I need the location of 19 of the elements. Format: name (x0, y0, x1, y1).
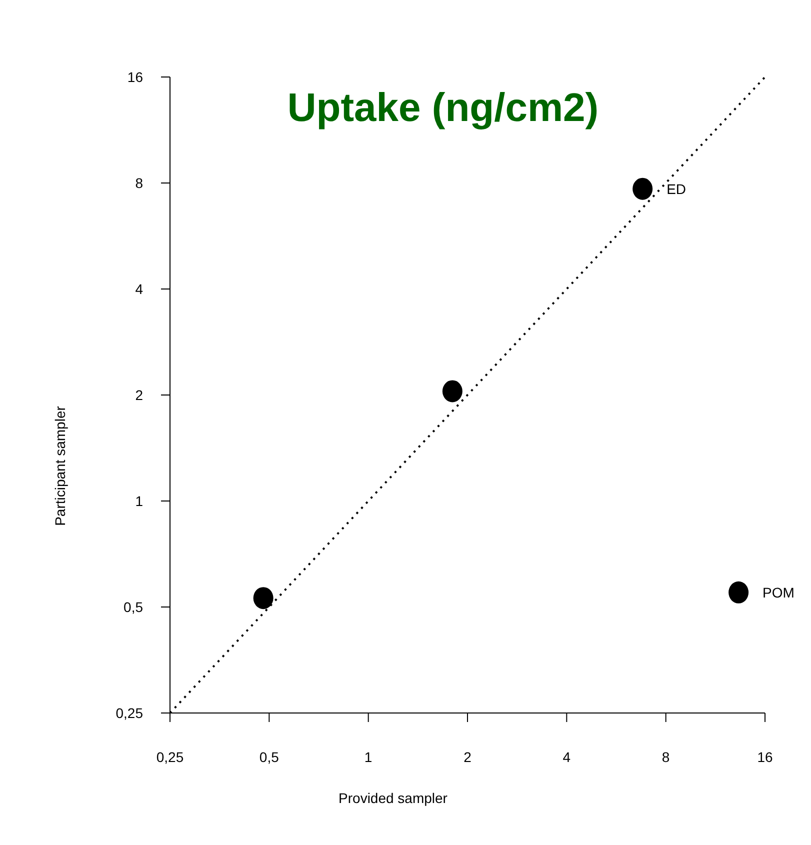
chart-title: Uptake (ng/cm2) (286, 86, 600, 131)
y-tick-label: 1 (135, 492, 144, 509)
x-tick-label: 1 (364, 748, 372, 765)
y-tick-label: 0,5 (124, 598, 144, 615)
annotation: ED (666, 180, 686, 197)
y-tick-label: 2 (135, 386, 144, 403)
x-tick-label: 0,5 (259, 748, 280, 765)
x-tick-label: 16 (757, 748, 773, 765)
annotation: POM (762, 584, 794, 600)
x-axis-title: Provided sampler (338, 790, 448, 806)
y-tick-label: 0,25 (116, 704, 144, 721)
x-tick-label: 4 (562, 748, 571, 765)
y-tick-label: 4 (135, 280, 144, 297)
y-tick-label: 8 (135, 174, 144, 191)
x-tick-label: 8 (662, 748, 670, 765)
x-tick-label: 2 (464, 748, 472, 765)
x-tick-label: 0,25 (156, 748, 184, 765)
y-tick-label: 16 (127, 68, 144, 85)
y-axis-title: Participant sampler (52, 405, 68, 528)
